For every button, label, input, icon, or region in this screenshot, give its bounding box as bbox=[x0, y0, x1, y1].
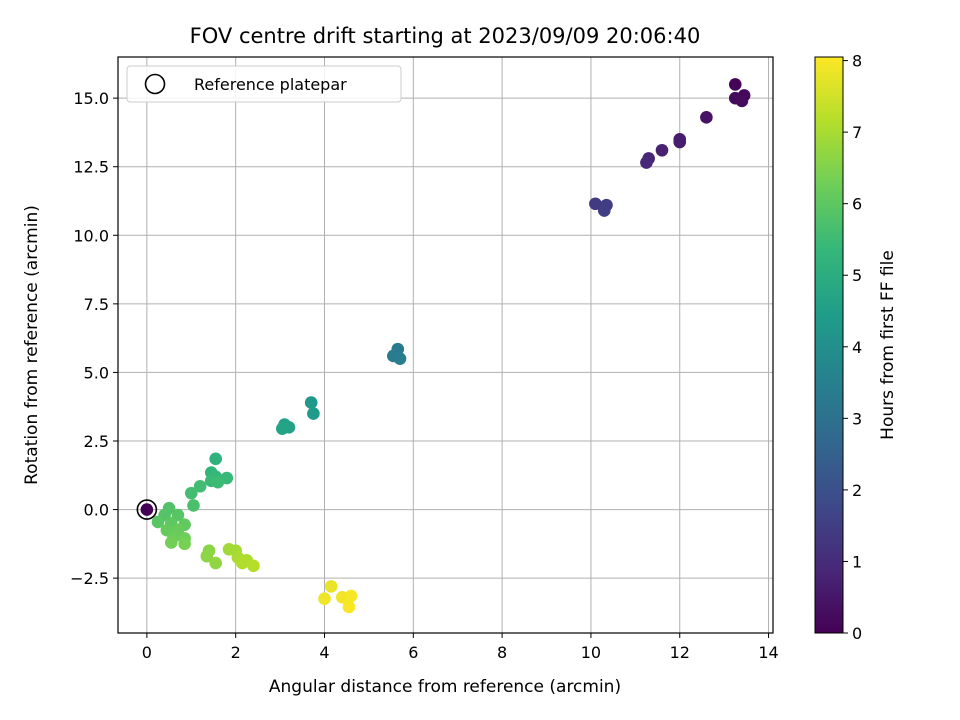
data-point bbox=[209, 452, 222, 466]
data-point bbox=[164, 536, 178, 549]
colorbar-tick-label: 6 bbox=[852, 195, 862, 214]
data-point bbox=[344, 589, 358, 603]
data-point bbox=[307, 407, 320, 420]
data-point bbox=[589, 197, 602, 211]
y-axis-ticks: −2.5 0.0 2.5 5.0 7.5 10.0 12.5 15.0 bbox=[70, 89, 118, 588]
data-point bbox=[151, 515, 165, 529]
colorbar-gradient bbox=[815, 57, 843, 633]
x-tick-label: 6 bbox=[408, 643, 418, 662]
plot-area-frame bbox=[117, 56, 774, 634]
colorbar-label: Hours from first FF file bbox=[878, 250, 898, 440]
grid bbox=[118, 57, 773, 633]
colorbar-tick-label: 1 bbox=[852, 552, 862, 571]
y-tick-label: −2.5 bbox=[70, 569, 109, 588]
y-tick-label: 2.5 bbox=[84, 432, 109, 451]
colorbar-tick-label: 5 bbox=[852, 266, 862, 285]
y-tick-label: 15.0 bbox=[73, 89, 109, 108]
legend-marker-reference-platepar bbox=[144, 73, 166, 95]
data-point bbox=[209, 556, 222, 570]
y-tick-label: 10.0 bbox=[73, 226, 109, 245]
chart-title: FOV centre drift starting at 2023/09/09 … bbox=[190, 24, 701, 48]
x-tick-label: 12 bbox=[670, 643, 690, 662]
legend-label-reference-platepar: Reference platepar bbox=[194, 75, 347, 94]
data-point bbox=[140, 503, 154, 516]
x-tick-label: 2 bbox=[231, 643, 241, 662]
data-points bbox=[140, 78, 751, 614]
legend-frame bbox=[126, 65, 402, 103]
data-point bbox=[342, 600, 356, 614]
data-point bbox=[700, 111, 713, 124]
colorbar-tick-label: 2 bbox=[852, 481, 862, 500]
data-point bbox=[393, 352, 407, 366]
data-point bbox=[193, 479, 207, 493]
data-point bbox=[276, 422, 289, 435]
x-axis-label: Angular distance from reference (arcmin) bbox=[269, 677, 621, 697]
data-point bbox=[178, 537, 191, 551]
y-axis-label: Rotation from reference (arcmin) bbox=[22, 205, 42, 485]
data-point bbox=[597, 204, 611, 217]
colorbar-tick-label: 8 bbox=[852, 52, 862, 71]
data-point bbox=[200, 549, 214, 563]
x-axis-ticks: 0 2 4 6 8 10 12 14 bbox=[142, 633, 779, 662]
x-tick-label: 0 bbox=[142, 643, 152, 662]
data-point bbox=[247, 559, 260, 573]
x-tick-label: 4 bbox=[319, 643, 329, 662]
data-point bbox=[236, 556, 249, 570]
x-tick-label: 14 bbox=[758, 643, 778, 662]
colorbar-ticks: 0 1 2 3 4 5 6 7 8 bbox=[843, 52, 862, 643]
data-point bbox=[184, 486, 198, 500]
data-point bbox=[324, 580, 338, 593]
data-point bbox=[211, 475, 225, 489]
x-tick-label: 10 bbox=[581, 643, 601, 662]
y-tick-label: 12.5 bbox=[73, 158, 109, 177]
data-point bbox=[655, 143, 669, 157]
data-point bbox=[187, 499, 200, 512]
colorbar-tick-label: 0 bbox=[852, 624, 862, 643]
y-tick-label: 7.5 bbox=[84, 295, 109, 314]
x-tick-label: 8 bbox=[497, 643, 507, 662]
data-point bbox=[735, 94, 749, 108]
y-tick-label: 5.0 bbox=[84, 363, 109, 382]
colorbar-frame bbox=[814, 56, 844, 634]
data-point bbox=[728, 78, 742, 91]
data-point bbox=[673, 135, 687, 149]
legend: Reference platepar bbox=[126, 65, 402, 103]
colorbar-tick-label: 3 bbox=[852, 409, 862, 428]
colorbar: 0 1 2 3 4 5 6 7 8 Hours from first FF file bbox=[814, 52, 898, 643]
data-point bbox=[318, 592, 331, 606]
reference-platepar-marker bbox=[136, 499, 158, 520]
y-tick-label: 0.0 bbox=[84, 501, 109, 520]
data-point bbox=[304, 396, 318, 409]
data-point bbox=[640, 156, 653, 169]
colorbar-tick-label: 4 bbox=[852, 338, 862, 357]
colorbar-tick-label: 7 bbox=[852, 123, 862, 142]
